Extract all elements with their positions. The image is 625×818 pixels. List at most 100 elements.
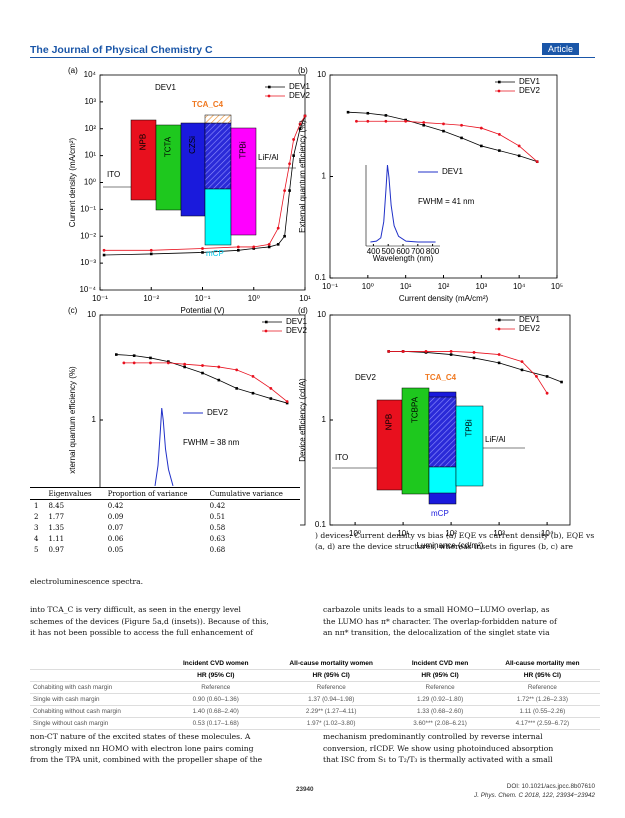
point [217, 378, 221, 382]
point [285, 400, 289, 403]
inset-tick-label: 700 [411, 247, 425, 256]
layer [428, 466, 457, 494]
citation: J. Phys. Chem. C 2018, 122, 23934−23942 [474, 792, 595, 799]
point [251, 375, 255, 378]
legend-marker [497, 327, 501, 331]
point [283, 189, 287, 192]
x-axis-label: Potential (V) [180, 306, 224, 315]
cell [30, 669, 165, 682]
series-line [388, 351, 548, 394]
layer-label: TCTA [164, 136, 173, 157]
cell: 0.06 [107, 534, 124, 543]
cell: 1.33 (0.68–2.60) [395, 705, 485, 718]
cell: Reference [267, 681, 396, 694]
point [166, 361, 170, 365]
cathode-label: LiF/Al [485, 435, 506, 444]
caption: (a, d) are the device structures, wherea… [315, 542, 574, 551]
cell: 0.90 (0.60–1.36) [164, 693, 268, 706]
anode-label: ITO [335, 453, 348, 462]
header-cell: HR (95% CI) [267, 669, 396, 682]
point [298, 122, 302, 126]
cell: 0.53 (0.17–1.68) [164, 717, 268, 730]
x-tick-label: 10¹ [299, 294, 311, 303]
y-axis-label: External quantum efficiency (%) [298, 120, 307, 233]
legend-marker [498, 318, 501, 322]
x-tick-label: 10⁴ [513, 282, 526, 291]
page-number: 23940 [296, 786, 314, 793]
point [517, 144, 521, 148]
row: Single without cash margin 0.53 (0.17–1.6… [30, 717, 600, 730]
header-cell: HR (95% CI) [395, 669, 485, 682]
body-line: strongly mixed nπ HOMO with electron lon… [30, 743, 254, 753]
host-label: mCP [431, 509, 449, 518]
inset-note: FWHM = 38 nm [183, 438, 240, 447]
point [404, 119, 408, 123]
cell: 0.58 [209, 523, 226, 532]
layer [130, 119, 157, 201]
cell: 2.29** (1.27–4.11) [267, 705, 396, 718]
point [545, 391, 549, 395]
point [102, 248, 106, 252]
point [442, 129, 445, 133]
layer [428, 396, 457, 468]
point [366, 111, 370, 115]
spectrum [154, 407, 174, 487]
point [498, 149, 501, 152]
legend-marker [267, 94, 271, 98]
doi: DOI: 10.1021/acs.jpcc.8b07610 [506, 783, 595, 790]
point [267, 242, 271, 246]
point [115, 353, 118, 356]
legend-label: DEV1 [289, 82, 310, 91]
body-line: carbazole units leads to a small HOMO−LU… [323, 605, 550, 614]
rule [30, 57, 595, 58]
inset-tick-label: 800 [426, 247, 440, 256]
point [442, 122, 445, 126]
layer-label: TPBi [465, 419, 474, 437]
row: Cohabiting with cash margin Reference Refe… [30, 681, 600, 694]
row: Cohabiting without cash margin 1.40 (0.68… [30, 705, 600, 718]
body-line: the LUMO has π* character. The overlap-f… [323, 616, 557, 626]
cell: 3 [34, 523, 39, 532]
y-tick-label: 0.1 [315, 273, 327, 282]
cell: 1 [34, 501, 39, 510]
hr-table: Incident CVD women All-cause mortality wo… [30, 658, 600, 730]
point [401, 350, 405, 353]
point [251, 391, 255, 395]
point [422, 121, 426, 124]
legend-label: DEV1 [519, 77, 540, 86]
header-cell: Incident CVD men [395, 658, 485, 670]
cell: Reference [164, 681, 268, 694]
cell: 1.40 (0.68–2.40) [164, 705, 268, 718]
cell: 1.72** (1.26–2.33) [484, 693, 600, 706]
panel-label: (d) [298, 306, 308, 315]
x-tick-label: 10⁻¹ [92, 294, 108, 303]
point [132, 354, 136, 357]
layer [204, 188, 232, 246]
header-row: HR (95% CI) HR (95% CI) HR (95% CI) HR (95%… [30, 669, 600, 682]
y-tick-label: 10 [317, 310, 326, 319]
header-cell: HR (95% CI) [484, 669, 600, 682]
body-line: non-CT nature of the excited states of t… [30, 732, 251, 741]
point [276, 226, 280, 230]
layer-label: TPBi [239, 141, 248, 159]
cell [30, 488, 44, 500]
y-tick-label: 10¹ [84, 151, 96, 160]
row: 2 1.77 0.09 0.51 [30, 511, 300, 522]
point [384, 119, 388, 123]
plot-frame [329, 74, 558, 279]
point [183, 362, 187, 366]
cell: 4 [34, 534, 39, 543]
header-cell: Eigenvalues [48, 489, 92, 498]
x-tick-label: 10⁻¹ [195, 294, 211, 303]
cell [30, 658, 165, 670]
point [460, 123, 463, 127]
x-axis-label: Current density (mA/cm²) [399, 294, 489, 303]
layer-label: CZSi [188, 136, 197, 154]
y-tick-label: 10⁻² [80, 231, 96, 240]
y-tick-label: 0.1 [315, 520, 327, 529]
inset-tick-label: 400 [367, 247, 381, 256]
layer [204, 122, 232, 190]
y-tick-label: 10⁻⁴ [79, 285, 96, 294]
